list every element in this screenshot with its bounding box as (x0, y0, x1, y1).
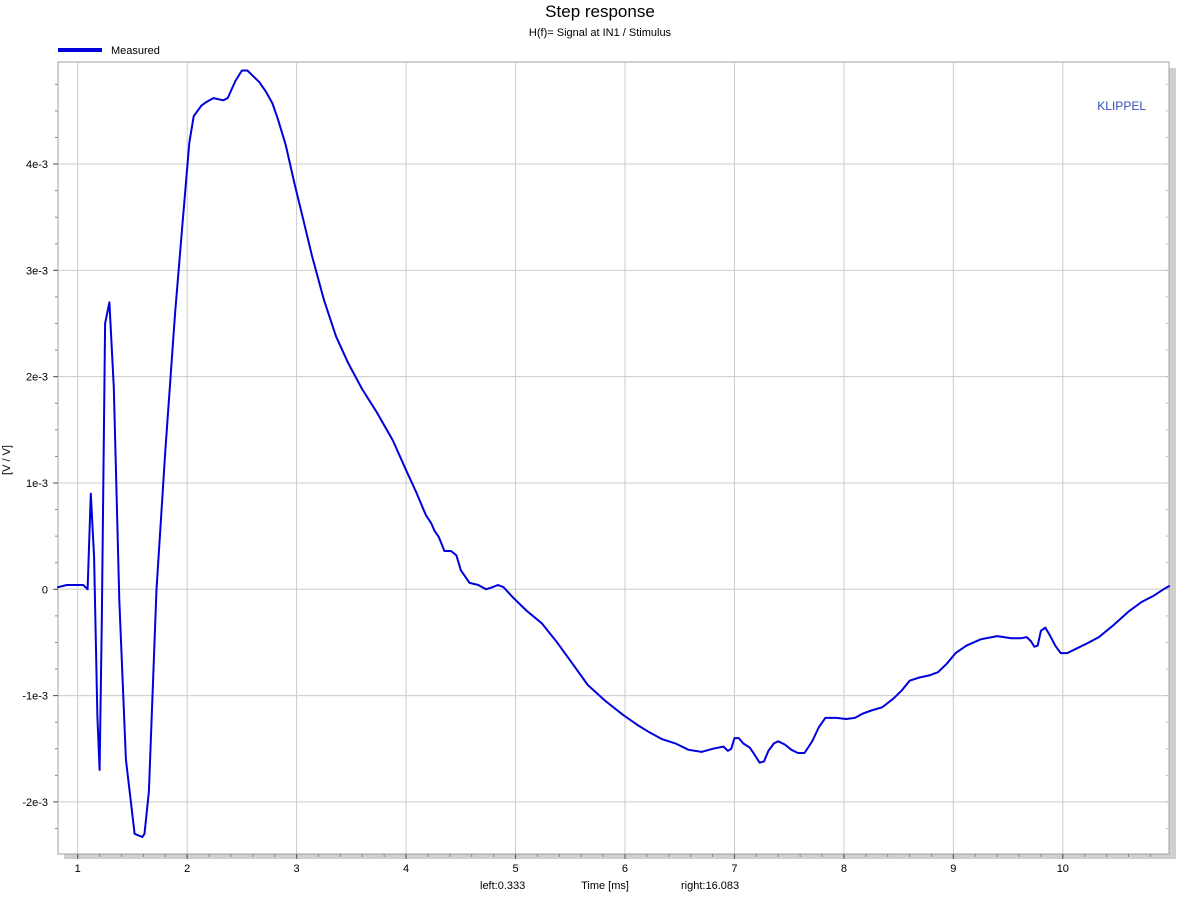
legend-label-measured: Measured (111, 45, 160, 57)
plot-shadow-bottom (64, 854, 1176, 859)
y-tick-label: 1e-3 (26, 478, 48, 490)
y-tick-label: 4e-3 (26, 159, 48, 171)
y-axis-label: [V / V] (1, 445, 13, 475)
range-left-label: left:0.333 (480, 880, 525, 892)
x-tick-label: 8 (841, 863, 847, 875)
x-tick-label: 7 (731, 863, 737, 875)
x-tick-label: 3 (294, 863, 300, 875)
y-tick-label: 3e-3 (26, 265, 48, 277)
x-tick-label: 9 (950, 863, 956, 875)
y-tick-label: 2e-3 (26, 372, 48, 384)
y-axis-ticks: -2e-3 -1e-3 0 1e-3 2e-3 3e-3 4e-3 (22, 159, 58, 809)
y-tick-label: -2e-3 (22, 797, 48, 809)
chart-subtitle: H(f)= Signal at IN1 / Stimulus (529, 27, 672, 39)
series-layer (57, 69, 1170, 838)
chart-title: Step response (545, 2, 655, 21)
x-tick-label: 10 (1057, 863, 1069, 875)
grid (58, 62, 1169, 854)
range-right-label: right:16.083 (681, 880, 739, 892)
y-tick-label: -1e-3 (22, 691, 48, 703)
y-tick-label: 0 (42, 584, 48, 596)
x-tick-label: 6 (622, 863, 628, 875)
series-line-measured (57, 69, 1170, 838)
x-tick-label: 2 (184, 863, 190, 875)
legend: Measured (58, 45, 160, 57)
x-axis-ticks: 1 2 3 4 5 6 7 8 9 10 (75, 854, 1069, 875)
x-axis-label: Time [ms] (581, 880, 629, 892)
x-tick-label: 1 (75, 863, 81, 875)
klippel-watermark: KLIPPEL (1097, 99, 1146, 113)
plot-shadow (1169, 68, 1176, 859)
x-tick-label: 5 (512, 863, 518, 875)
plot-area (57, 61, 1170, 855)
x-tick-label: 4 (403, 863, 409, 875)
